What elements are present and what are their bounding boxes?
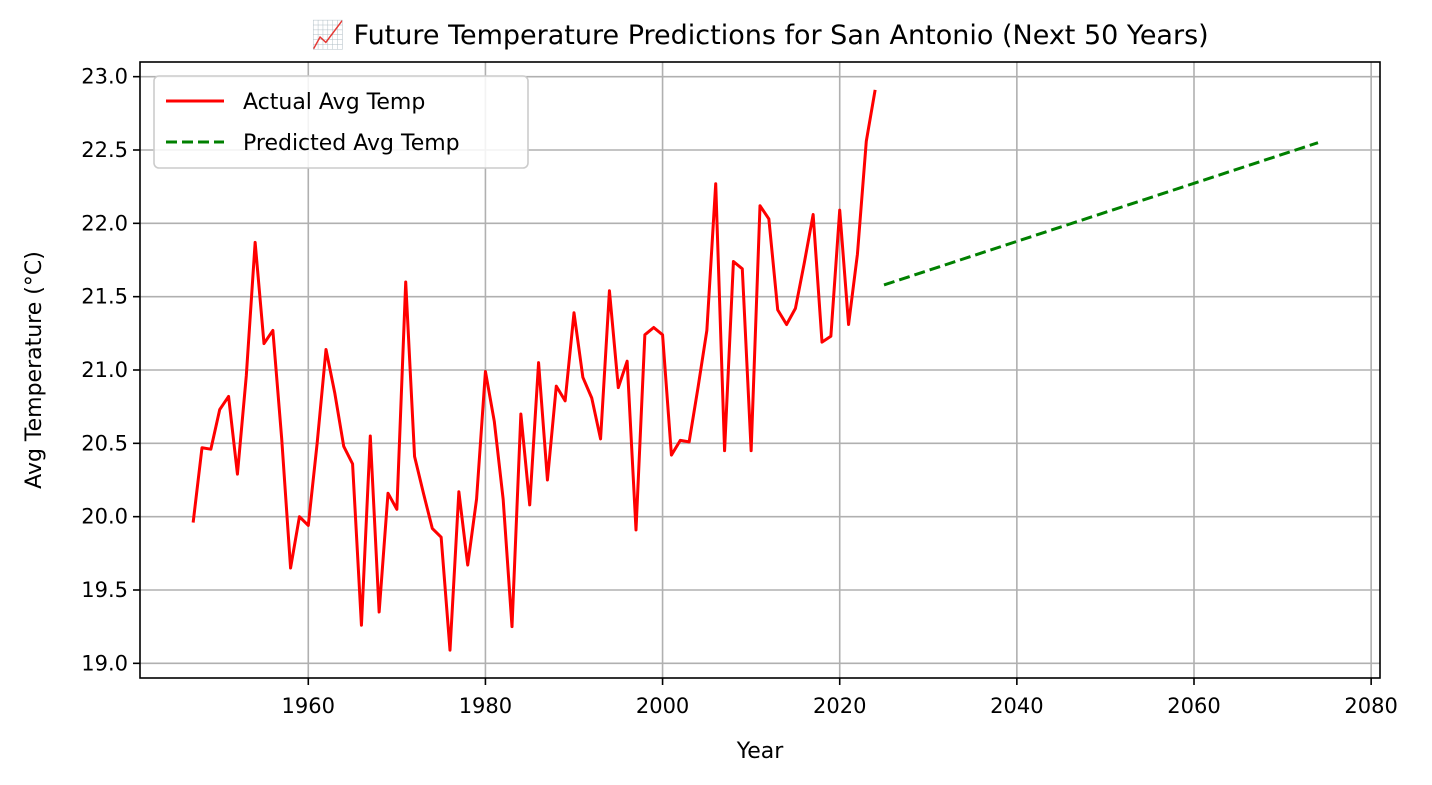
y-tick-label: 20.0 — [81, 505, 128, 529]
y-tick-label: 19.5 — [81, 578, 128, 602]
y-tick-label: 19.0 — [81, 651, 128, 675]
legend-label-2: Predicted Avg Temp — [243, 131, 460, 156]
x-tick-label: 2020 — [813, 694, 866, 718]
axes-layer: 1960 1980 2000 2020 2040 2060 2080 19.0 19.5 20.0… — [81, 61, 1398, 718]
legend-box — [153, 75, 529, 169]
y-tick-label: 22.5 — [81, 138, 128, 162]
x-tick-label: 2080 — [1344, 694, 1397, 718]
y-tick-label: 23.0 — [81, 65, 128, 89]
legend: Actual Avg Temp Predicted Avg Temp — [153, 75, 529, 169]
x-tick-label: 2000 — [636, 694, 689, 718]
y-tick-label: 22.0 — [81, 211, 128, 235]
y-tick-label: 21.0 — [81, 358, 128, 382]
x-tick-label: 1980 — [459, 694, 512, 718]
series-line-1 — [191, 89, 877, 652]
series-layer — [191, 89, 1319, 652]
legend-label-1: Actual Avg Temp — [243, 90, 425, 115]
y-tick-label: 20.5 — [81, 431, 128, 455]
x-tick-label: 1960 — [282, 694, 335, 718]
x-tick-label: 2060 — [1167, 694, 1220, 718]
plot-frame — [139, 61, 1381, 679]
y-tick-label: 21.5 — [81, 285, 128, 309]
series-line-2 — [883, 141, 1319, 287]
x-tick-label: 2040 — [990, 694, 1043, 718]
y-axis-label: Avg Temperature (°C) — [22, 251, 47, 489]
x-axis-label: Year — [736, 739, 785, 764]
chart-title: 📈 Future Temperature Predictions for San… — [311, 19, 1208, 51]
